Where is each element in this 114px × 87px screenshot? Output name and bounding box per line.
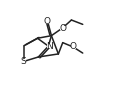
Text: O: O [59,23,66,33]
FancyBboxPatch shape [44,20,49,24]
Text: O: O [43,17,50,26]
FancyBboxPatch shape [46,44,52,48]
FancyBboxPatch shape [20,59,26,64]
FancyBboxPatch shape [60,26,65,30]
Text: N: N [46,42,52,51]
Text: S: S [20,57,26,66]
FancyBboxPatch shape [70,45,75,49]
Text: O: O [69,42,76,52]
